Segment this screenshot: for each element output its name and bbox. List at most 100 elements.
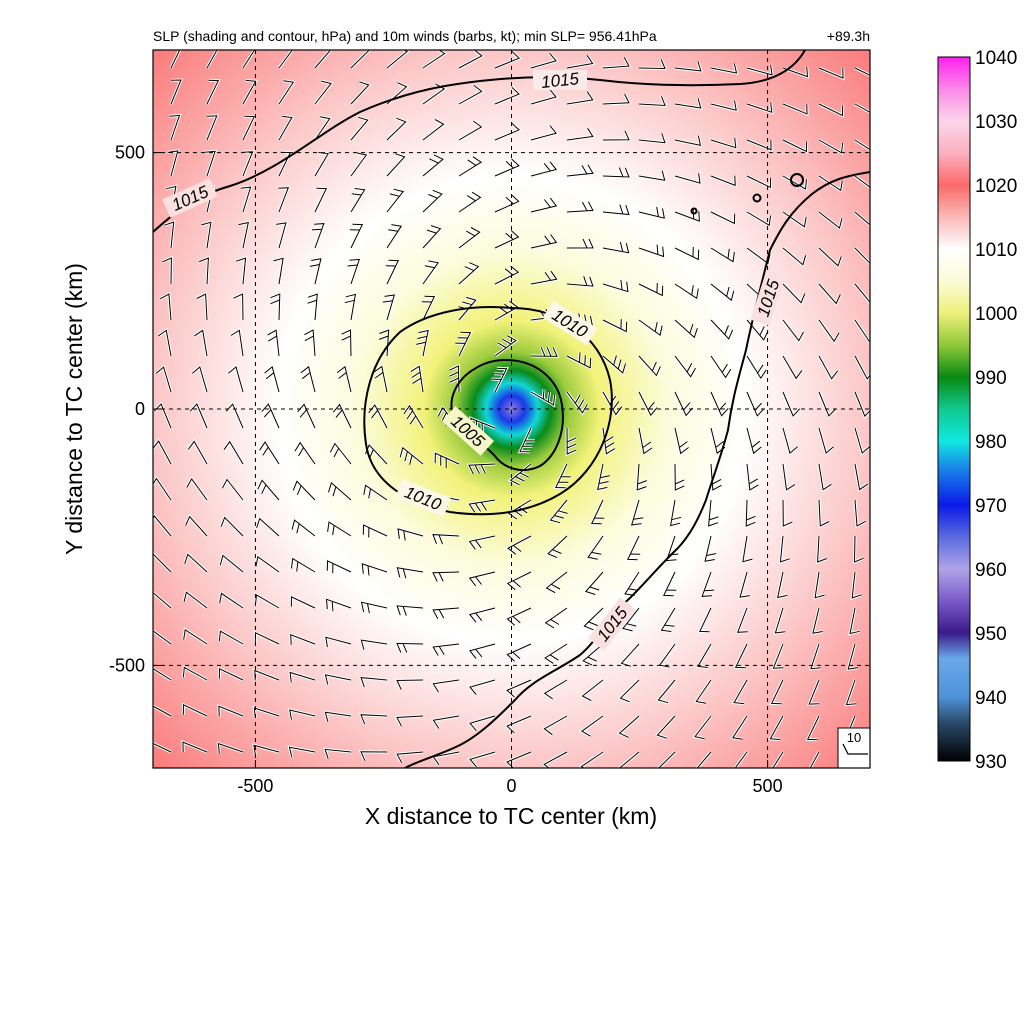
wind-barb bbox=[264, 366, 280, 393]
wind-barb bbox=[638, 133, 666, 144]
wind-barb bbox=[206, 50, 218, 69]
wind-barb bbox=[242, 151, 254, 177]
wind-barb bbox=[201, 221, 212, 249]
wind-barb bbox=[468, 535, 496, 550]
wind-barb bbox=[854, 355, 870, 380]
x-tick-label: 0 bbox=[506, 776, 516, 796]
contour-1015-upper bbox=[153, 50, 806, 233]
wind-barb bbox=[566, 391, 588, 414]
wind-barb bbox=[746, 65, 773, 76]
wind-barb bbox=[657, 679, 676, 704]
colorbar-tick-label: 950 bbox=[975, 624, 1007, 645]
wind-barb bbox=[254, 632, 280, 645]
wind-barb bbox=[746, 319, 769, 341]
wind-barb bbox=[854, 463, 869, 491]
wind-barb bbox=[663, 571, 677, 597]
wind-barb bbox=[396, 605, 424, 616]
wind-barb bbox=[701, 571, 715, 597]
wind-barb bbox=[602, 241, 630, 254]
wind-barb bbox=[696, 751, 712, 768]
wind-barb bbox=[674, 135, 702, 147]
wind-barb bbox=[360, 639, 388, 650]
wind-barb bbox=[631, 499, 644, 526]
wind-barb bbox=[530, 161, 558, 177]
wind-barb bbox=[324, 748, 352, 759]
wind-barb bbox=[710, 211, 736, 225]
wind-barb bbox=[242, 79, 257, 105]
wind-barb bbox=[494, 335, 517, 357]
wind-barb bbox=[506, 679, 532, 698]
wind-barb bbox=[854, 175, 870, 188]
wind-barb bbox=[581, 679, 604, 702]
wind-barb bbox=[153, 630, 172, 645]
wind-barb bbox=[602, 167, 630, 178]
wind-barb bbox=[710, 63, 738, 74]
wind-barb bbox=[218, 668, 244, 681]
wind-barb bbox=[582, 643, 604, 666]
wind-barb bbox=[432, 715, 460, 729]
wind-barb bbox=[818, 211, 843, 229]
y-axis-label: Y distance to TC center (km) bbox=[61, 263, 87, 555]
wind-barb bbox=[710, 355, 732, 379]
wind-barb bbox=[397, 528, 424, 541]
colorbar-gradient bbox=[937, 56, 971, 762]
slp-contours bbox=[153, 50, 870, 768]
wind-barb bbox=[618, 715, 640, 738]
wind-barb bbox=[300, 365, 316, 393]
wind-barb bbox=[530, 89, 557, 105]
wind-barb bbox=[416, 329, 429, 357]
y-tick-label: 0 bbox=[135, 399, 145, 419]
contour-small-loop bbox=[790, 173, 804, 187]
wind-barb bbox=[183, 591, 208, 609]
wind-barb bbox=[808, 679, 820, 705]
wind-barb bbox=[255, 594, 280, 609]
wind-barb bbox=[494, 265, 520, 285]
wind-barb bbox=[602, 57, 630, 69]
wind-barb bbox=[350, 50, 371, 69]
wind-barb bbox=[817, 535, 827, 563]
wind-barb bbox=[584, 571, 604, 595]
wind-barb bbox=[602, 279, 629, 293]
wind-barb bbox=[221, 478, 244, 501]
wind-barb bbox=[638, 244, 665, 258]
wind-barb bbox=[288, 746, 316, 757]
wind-barb bbox=[468, 607, 496, 623]
colorbar-tick-label: 1010 bbox=[975, 240, 1017, 261]
wind-barb bbox=[818, 463, 832, 491]
wind-barb bbox=[695, 679, 712, 704]
wind-barb bbox=[230, 329, 244, 357]
wind-barb bbox=[658, 751, 676, 768]
wind-barb bbox=[386, 117, 407, 141]
wind-barb bbox=[602, 93, 630, 105]
wind-barb bbox=[674, 355, 696, 378]
wind-barb bbox=[273, 257, 284, 285]
wind-barb bbox=[710, 175, 736, 187]
wind-barb bbox=[278, 80, 295, 105]
wind-barb bbox=[494, 194, 520, 213]
wind-barb bbox=[350, 81, 370, 105]
wind-barb bbox=[818, 319, 840, 343]
wind-barb bbox=[199, 257, 209, 285]
wind-barb bbox=[494, 51, 521, 69]
wind-barb bbox=[602, 355, 627, 374]
barb-reference-icon bbox=[842, 743, 868, 755]
wind-barb bbox=[386, 153, 406, 177]
wind-barb bbox=[314, 116, 331, 141]
wind-barb bbox=[854, 427, 870, 454]
wind-barb bbox=[255, 555, 280, 573]
colorbar-tick-label: 960 bbox=[975, 560, 1007, 581]
wind-barb bbox=[770, 679, 784, 705]
wind-barb bbox=[583, 607, 604, 631]
wind-barb bbox=[674, 319, 698, 339]
contour-small-loop-2 bbox=[752, 193, 762, 203]
wind-barb bbox=[432, 571, 460, 582]
wind-barb bbox=[422, 119, 445, 141]
wind-barb bbox=[422, 189, 443, 213]
x-tick-label: -500 bbox=[237, 776, 273, 796]
wind-barb bbox=[782, 66, 809, 78]
wind-barb bbox=[597, 463, 610, 491]
wind-barb bbox=[769, 715, 784, 741]
wind-barb bbox=[170, 50, 181, 69]
wind-barb bbox=[638, 427, 653, 455]
